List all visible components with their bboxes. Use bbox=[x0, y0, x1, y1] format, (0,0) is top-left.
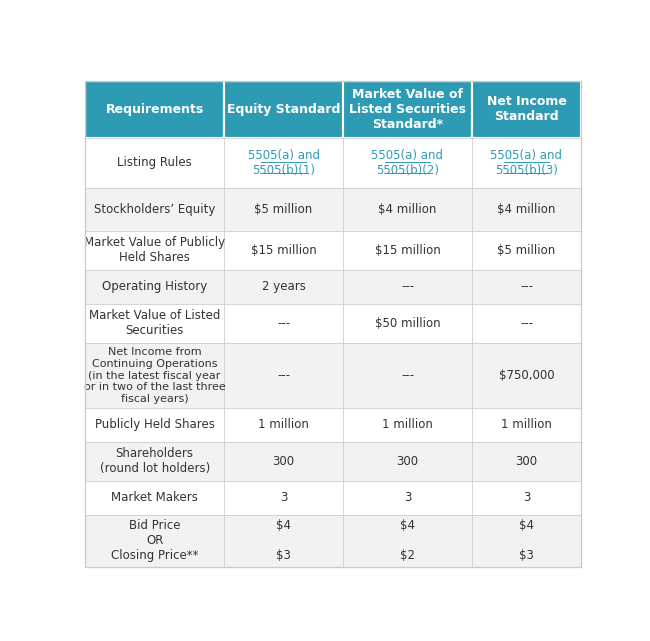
Text: Net Income from
Continuing Operations
(in the latest fiscal year
or in two of th: Net Income from Continuing Operations (i… bbox=[84, 347, 226, 404]
Bar bbox=[224, 188, 343, 231]
Bar bbox=[85, 515, 224, 567]
Bar bbox=[343, 304, 472, 343]
Text: ---: --- bbox=[277, 369, 290, 382]
Text: 5505(a) and
5505(b)(2): 5505(a) and 5505(b)(2) bbox=[372, 149, 443, 177]
Bar bbox=[224, 515, 343, 567]
Text: 5505(a) and
5505(b)(3): 5505(a) and 5505(b)(3) bbox=[491, 149, 562, 177]
Bar bbox=[472, 442, 581, 481]
Text: 3: 3 bbox=[280, 491, 287, 504]
Bar bbox=[472, 231, 581, 270]
Text: ---: --- bbox=[520, 317, 533, 329]
Text: 1 million: 1 million bbox=[382, 419, 433, 431]
Bar bbox=[224, 231, 343, 270]
Text: Market Value of Publicly
Held Shares: Market Value of Publicly Held Shares bbox=[84, 237, 226, 264]
Text: $4

$2: $4 $2 bbox=[400, 519, 415, 562]
Bar bbox=[224, 81, 343, 138]
Text: 1 million: 1 million bbox=[258, 419, 309, 431]
Text: $4 million: $4 million bbox=[378, 203, 437, 216]
Text: $15 million: $15 million bbox=[251, 244, 317, 257]
Bar bbox=[343, 270, 472, 304]
Text: ---: --- bbox=[401, 369, 414, 382]
Bar bbox=[343, 481, 472, 515]
Text: 300: 300 bbox=[515, 455, 538, 468]
Bar bbox=[224, 408, 343, 442]
Text: 1 million: 1 million bbox=[501, 419, 552, 431]
Text: Stockholders’ Equity: Stockholders’ Equity bbox=[94, 203, 215, 216]
Bar bbox=[224, 442, 343, 481]
Text: $4 million: $4 million bbox=[497, 203, 556, 216]
Text: Shareholders
(round lot holders): Shareholders (round lot holders) bbox=[99, 447, 210, 476]
Bar bbox=[85, 481, 224, 515]
Text: $15 million: $15 million bbox=[374, 244, 440, 257]
Text: 5505(a) and
5505(b)(1): 5505(a) and 5505(b)(1) bbox=[248, 149, 320, 177]
Text: 2 years: 2 years bbox=[261, 280, 306, 294]
Bar bbox=[224, 343, 343, 408]
Text: Requirements: Requirements bbox=[105, 103, 204, 116]
Bar bbox=[85, 442, 224, 481]
Bar bbox=[224, 270, 343, 304]
Text: 300: 300 bbox=[272, 455, 294, 468]
Text: Market Makers: Market Makers bbox=[111, 491, 198, 504]
Text: $4

$3: $4 $3 bbox=[519, 519, 534, 562]
Text: Publicly Held Shares: Publicly Held Shares bbox=[95, 419, 214, 431]
Text: Net Income
Standard: Net Income Standard bbox=[486, 96, 566, 123]
Text: ---: --- bbox=[277, 317, 290, 329]
Text: Listing Rules: Listing Rules bbox=[117, 156, 192, 169]
Bar bbox=[343, 81, 472, 138]
Text: ---: --- bbox=[520, 280, 533, 294]
Bar bbox=[343, 442, 472, 481]
Text: $5 million: $5 million bbox=[254, 203, 313, 216]
Bar bbox=[343, 343, 472, 408]
Bar bbox=[85, 231, 224, 270]
Bar bbox=[224, 304, 343, 343]
Bar bbox=[472, 481, 581, 515]
Bar bbox=[85, 408, 224, 442]
Text: $5 million: $5 million bbox=[497, 244, 556, 257]
Bar bbox=[343, 408, 472, 442]
Bar bbox=[85, 81, 224, 138]
Bar bbox=[343, 231, 472, 270]
Bar bbox=[472, 515, 581, 567]
Text: 3: 3 bbox=[404, 491, 411, 504]
Bar bbox=[472, 304, 581, 343]
Bar bbox=[472, 270, 581, 304]
Bar bbox=[472, 343, 581, 408]
Bar bbox=[472, 188, 581, 231]
Text: Operating History: Operating History bbox=[102, 280, 207, 294]
Bar bbox=[85, 188, 224, 231]
Text: Equity Standard: Equity Standard bbox=[227, 103, 340, 116]
Bar bbox=[472, 138, 581, 188]
Text: ---: --- bbox=[401, 280, 414, 294]
Bar bbox=[224, 138, 343, 188]
Bar bbox=[472, 81, 581, 138]
Text: $750,000: $750,000 bbox=[499, 369, 554, 382]
Text: $4

$3: $4 $3 bbox=[276, 519, 291, 562]
Bar bbox=[343, 515, 472, 567]
Bar bbox=[85, 138, 224, 188]
Text: Bid Price
OR
Closing Price**: Bid Price OR Closing Price** bbox=[111, 519, 198, 562]
Bar bbox=[85, 304, 224, 343]
Bar bbox=[85, 270, 224, 304]
Text: 3: 3 bbox=[523, 491, 530, 504]
Text: Market Value of
Listed Securities
Standard*: Market Value of Listed Securities Standa… bbox=[349, 88, 466, 131]
Bar bbox=[472, 408, 581, 442]
Bar bbox=[343, 188, 472, 231]
Text: Market Value of Listed
Securities: Market Value of Listed Securities bbox=[89, 309, 220, 337]
Bar bbox=[85, 343, 224, 408]
Bar bbox=[343, 138, 472, 188]
Text: 300: 300 bbox=[396, 455, 419, 468]
Bar bbox=[224, 481, 343, 515]
Text: $50 million: $50 million bbox=[374, 317, 440, 329]
